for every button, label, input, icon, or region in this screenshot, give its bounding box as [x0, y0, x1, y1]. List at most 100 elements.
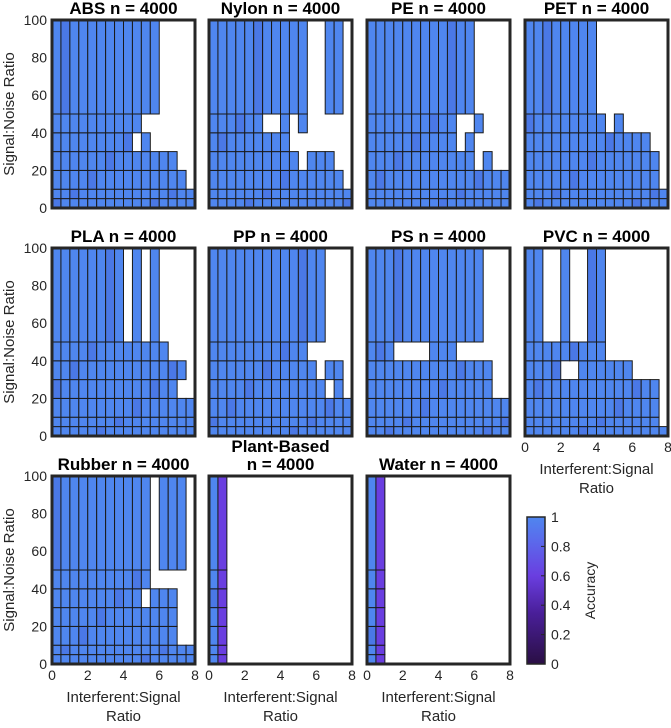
heatmap-cell — [464, 132, 475, 153]
heatmap-cell — [114, 113, 124, 134]
heatmap-cell — [288, 169, 299, 190]
heatmap-cell — [60, 151, 71, 171]
axes-background — [209, 476, 352, 664]
heatmap-cell — [226, 19, 237, 115]
heatmap-cell — [429, 19, 439, 115]
heatmap-cell — [158, 397, 169, 418]
heatmap-cell — [60, 113, 71, 134]
heatmap-cell — [288, 19, 299, 115]
heatmap-cell — [87, 113, 98, 134]
heatmap-cell — [87, 379, 98, 399]
heatmap-cell — [464, 151, 475, 171]
heatmap-cell — [613, 379, 624, 399]
heatmap-cell — [297, 416, 308, 428]
heatmap-cell — [235, 132, 246, 153]
y-tick-label: 20 — [31, 618, 47, 634]
subplot-6: PP n = 4000 — [207, 227, 354, 438]
heatmap-cell — [226, 360, 237, 381]
heatmap-cell — [604, 132, 615, 153]
heatmap-cell — [69, 360, 80, 381]
heatmap-cell — [542, 360, 553, 381]
heatmap-cell — [551, 416, 562, 428]
heatmap-cell — [149, 379, 160, 399]
heatmap-cell — [306, 379, 317, 399]
heatmap-cell — [551, 397, 562, 418]
heatmap-cell — [306, 188, 317, 200]
heatmap-cell — [217, 247, 228, 343]
heatmap-cell — [533, 341, 544, 362]
heatmap-cell — [333, 360, 344, 381]
heatmap-cell — [297, 379, 308, 399]
heatmap-cell — [60, 397, 71, 418]
heatmap-cell — [123, 113, 133, 134]
heatmap-cell — [411, 113, 422, 134]
heatmap-cell — [560, 132, 571, 153]
heatmap-cell — [420, 113, 431, 134]
heatmap-cell — [217, 397, 228, 418]
heatmap-cell — [78, 416, 89, 428]
heatmap-cell — [587, 379, 597, 399]
heatmap-cell — [631, 132, 642, 153]
heatmap-cell — [649, 169, 660, 190]
heatmap-cell — [560, 169, 571, 190]
heatmap-cell — [622, 151, 633, 171]
heatmap-cell — [280, 113, 290, 134]
heatmap-cell — [235, 360, 246, 381]
heatmap-cell — [375, 132, 386, 153]
heatmap-cell — [429, 397, 439, 418]
x-axis-label: Interferent:Signal Ratio — [539, 461, 653, 497]
heatmap-cell — [473, 169, 484, 190]
axes-frame — [365, 18, 512, 210]
heatmap-cell — [235, 188, 246, 200]
heatmap-cell — [438, 113, 448, 134]
heatmap-cell — [411, 132, 422, 153]
heatmap-cell — [149, 169, 160, 190]
y-tick-label: 40 — [31, 581, 47, 597]
heatmap-cell — [438, 188, 448, 200]
y-axis-label: Signal:Noise Ratio — [1, 52, 18, 175]
heatmap-cell — [87, 132, 98, 153]
heatmap-cell — [288, 188, 299, 200]
heatmap-cell — [429, 360, 439, 381]
heatmap-cell — [131, 475, 142, 571]
subplot-title: n = 4000 — [247, 455, 315, 474]
x-tick-label: 2 — [84, 667, 92, 683]
heatmap-cell — [69, 588, 80, 609]
heatmap-cell — [280, 379, 290, 399]
heatmap-cell — [384, 151, 395, 171]
heatmap-cell — [542, 397, 553, 418]
heatmap-cell — [482, 360, 493, 381]
y-tick-label: 60 — [31, 315, 47, 331]
heatmap-cell — [244, 379, 255, 399]
heatmap-cell — [473, 416, 484, 428]
heatmap-cell — [596, 379, 606, 399]
x-tick-label: 4 — [593, 439, 601, 455]
heatmap-cell — [411, 416, 422, 428]
heatmap-cell — [217, 341, 228, 362]
heatmap-cell — [569, 397, 580, 418]
heatmap-cell — [271, 132, 281, 153]
heatmap-cell — [560, 19, 571, 115]
heatmap-cell — [262, 247, 273, 343]
heatmap-cell — [640, 416, 651, 428]
heatmap-cell — [533, 188, 544, 200]
heatmap-cell — [131, 19, 142, 115]
heatmap-cell — [149, 247, 160, 343]
heatmap-cell — [280, 247, 290, 343]
heatmap-cell — [640, 132, 651, 153]
heatmap-cell — [114, 169, 124, 190]
heatmap-cell — [622, 169, 633, 190]
heatmap-cell — [140, 416, 151, 428]
x-tick-label: 8 — [506, 667, 514, 683]
heatmap-cell — [631, 188, 642, 200]
heatmap-cell — [114, 625, 124, 646]
heatmap-cell — [60, 644, 71, 656]
heatmap-cell — [235, 341, 246, 362]
heatmap-cell — [262, 341, 273, 362]
heatmap-cell — [631, 416, 642, 428]
heatmap-cell — [542, 188, 553, 200]
heatmap-cell — [613, 360, 624, 381]
heatmap-cell — [375, 644, 386, 656]
heatmap-cell — [446, 132, 457, 153]
heatmap-cell — [217, 416, 228, 428]
